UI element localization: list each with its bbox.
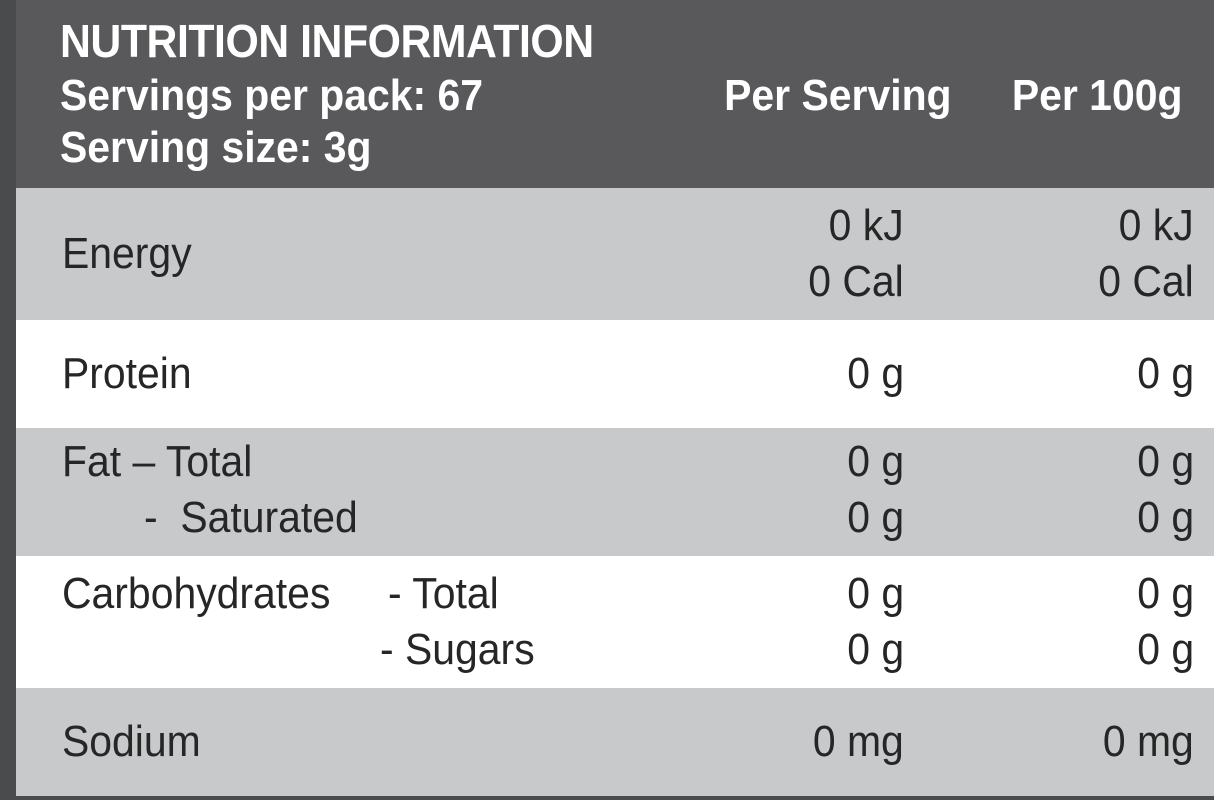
energy-per-serving-cal: 0 Cal — [808, 257, 904, 306]
fat-saturated-label: - Saturated — [144, 493, 358, 542]
fat-total-per-serving: 0 g — [847, 437, 904, 486]
carbohydrates-sugars-per-serving: 0 g — [847, 625, 904, 674]
sodium-per-serving: 0 mg — [813, 717, 904, 766]
serving-size: Serving size: 3g — [60, 123, 372, 172]
carbohydrates-sugars-label: - Sugars — [380, 625, 535, 674]
servings-per-pack: Servings per pack: 67 — [60, 71, 484, 120]
row-protein: Protein 0 g 0 g — [16, 320, 1214, 428]
fat-total-label: Fat – Total — [62, 437, 253, 486]
panel-title: NUTRITION INFORMATION — [60, 15, 594, 67]
energy-per-100g-cal: 0 Cal — [1098, 257, 1194, 306]
nutrition-header: NUTRITION INFORMATION Servings per pack:… — [16, 0, 1214, 188]
protein-per-100g: 0 g — [1137, 349, 1194, 398]
protein-label: Protein — [62, 349, 192, 398]
sodium-per-100g: 0 mg — [1103, 717, 1194, 766]
column-header-per-serving: Per Serving — [724, 71, 952, 120]
fat-saturated-per-serving: 0 g — [847, 493, 904, 542]
carbohydrates-total-label: - Total — [388, 569, 499, 618]
energy-per-serving-kj: 0 kJ — [828, 201, 904, 250]
protein-per-serving: 0 g — [847, 349, 904, 398]
fat-total-per-100g: 0 g — [1137, 437, 1194, 486]
row-fat: Fat – Total - Saturated 0 g 0 g 0 g 0 g — [16, 428, 1214, 556]
carbohydrates-sugars-per-100g: 0 g — [1137, 625, 1194, 674]
carbohydrates-total-per-serving: 0 g — [847, 569, 904, 618]
sodium-label: Sodium — [62, 717, 201, 766]
energy-per-100g-kj: 0 kJ — [1118, 201, 1194, 250]
row-sodium: Sodium 0 mg 0 mg — [16, 688, 1214, 796]
energy-label: Energy — [62, 229, 192, 278]
row-carbohydrates: Carbohydrates - Total - Sugars 0 g 0 g 0… — [16, 556, 1214, 688]
carbohydrates-label: Carbohydrates — [62, 569, 331, 618]
row-energy: Energy 0 kJ 0 Cal 0 kJ 0 Cal — [16, 188, 1214, 320]
column-header-per-100g: Per 100g — [1011, 71, 1182, 120]
carbohydrates-total-per-100g: 0 g — [1137, 569, 1194, 618]
fat-saturated-per-100g: 0 g — [1137, 493, 1194, 542]
